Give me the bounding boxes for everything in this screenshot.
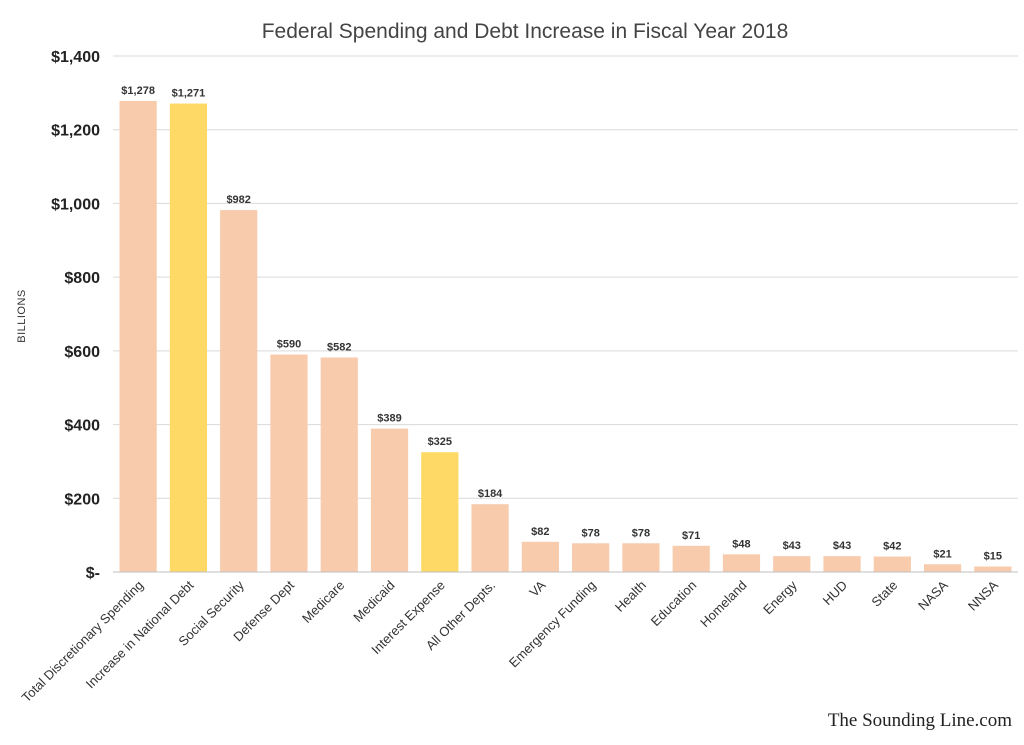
x-tick-label: Emergency Funding (506, 578, 599, 671)
bar (320, 357, 358, 572)
chart-title: Federal Spending and Debt Increase in Fi… (262, 20, 789, 43)
x-tick-label: Homeland (697, 578, 750, 631)
data-label: $48 (732, 538, 750, 550)
data-label: $590 (277, 339, 301, 351)
data-label: $184 (478, 488, 503, 500)
bar (823, 556, 861, 572)
x-tick-label: Health (612, 578, 649, 615)
data-label: $982 (226, 194, 250, 206)
bar (572, 543, 610, 572)
data-label: $325 (428, 436, 452, 448)
x-tick-label: VA (526, 577, 548, 599)
data-label: $78 (632, 527, 650, 539)
bar (622, 543, 660, 572)
data-label: $82 (531, 526, 549, 538)
bar (220, 210, 258, 572)
data-label: $1,271 (172, 88, 206, 100)
y-tick-label: $200 (64, 491, 100, 508)
x-tick-label: State (868, 578, 900, 610)
gridlines (113, 55, 1018, 499)
data-labels: $1,278 $1,271 $982 $590 $582 $389 $325 $184 $82 $… (121, 85, 1002, 563)
data-label: $15 (984, 550, 1002, 562)
data-label: $78 (581, 527, 599, 539)
bar (773, 556, 811, 572)
data-label: $42 (883, 541, 901, 553)
x-tick-label: HUD (820, 578, 851, 609)
data-label: $43 (833, 540, 851, 552)
x-tick-label: NASA (915, 577, 951, 613)
y-tick-label: $1,200 (51, 123, 100, 140)
data-label: $21 (933, 548, 951, 560)
data-label: $389 (377, 413, 401, 425)
x-tick-label: Medicare (299, 578, 347, 626)
x-tick-label: Energy (760, 577, 800, 617)
data-label: $582 (327, 341, 351, 353)
x-tick-label: Medicaid (350, 578, 397, 625)
bar (169, 103, 208, 572)
data-label: $1,278 (121, 85, 155, 97)
bars (119, 100, 1012, 573)
y-axis-ticks: $- $200 $400 $600 $800 $1,000 $1,200 $1,400 (51, 49, 100, 582)
bar (370, 428, 409, 572)
bar (471, 504, 509, 572)
data-label: $71 (682, 530, 700, 542)
y-tick-label: $1,400 (51, 49, 100, 66)
bar (119, 100, 157, 573)
bar (672, 545, 710, 572)
bar (722, 554, 761, 572)
y-tick-label: $400 (64, 418, 100, 435)
y-tick-label: $800 (64, 270, 100, 287)
data-label: $43 (783, 540, 801, 552)
bar (974, 566, 1012, 572)
y-tick-label: $- (86, 565, 100, 582)
bar (421, 452, 459, 572)
bar (521, 541, 559, 572)
y-axis-label: BILLIONS (16, 289, 28, 343)
y-tick-label: $1,000 (51, 196, 100, 213)
x-tick-label: Education (648, 578, 699, 629)
bar (270, 354, 308, 572)
credit-watermark: The Sounding Line.com (828, 710, 1012, 731)
bar (923, 564, 962, 572)
y-tick-label: $600 (64, 344, 100, 361)
bar (873, 556, 911, 572)
x-tick-label: NNSA (965, 577, 1001, 613)
